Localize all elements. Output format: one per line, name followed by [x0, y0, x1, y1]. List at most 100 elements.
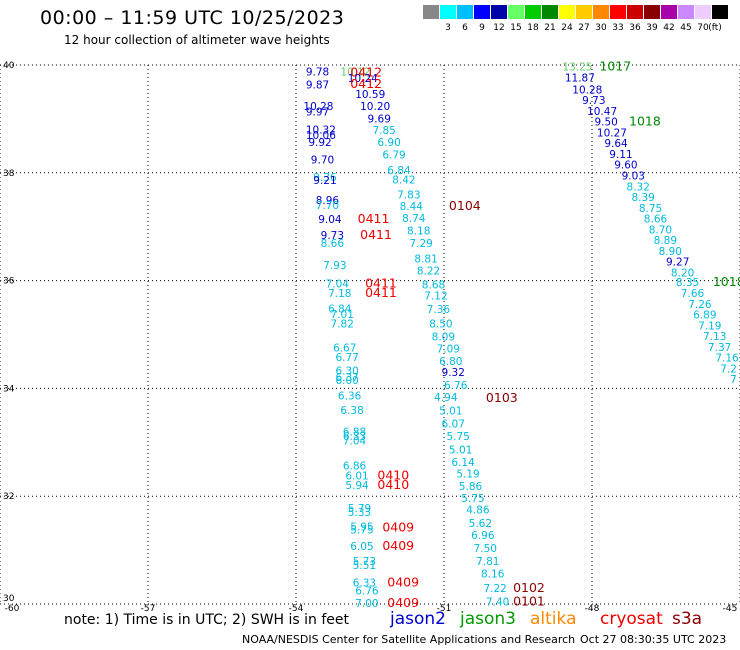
- wave-height-value: 10.27: [597, 127, 627, 139]
- wave-height-value: 9.50: [594, 117, 617, 129]
- legend-label: 36: [629, 23, 641, 33]
- legend-swatch: [491, 5, 507, 19]
- wave-height-value: 5.86: [459, 481, 483, 493]
- footer-timestamp: Oct 27 08:30:35 UTC 2023: [580, 633, 727, 646]
- legend-swatch: [474, 5, 490, 19]
- legend-label: 18: [527, 23, 539, 33]
- wave-height-value: 7.04: [326, 278, 350, 290]
- pass-id-label: 0411: [365, 285, 397, 300]
- wave-height-value: 7.83: [397, 189, 420, 201]
- wave-height-value: 6.00: [335, 375, 358, 387]
- wave-height-value: 10.28: [572, 84, 602, 96]
- pass-id-label: 1018: [713, 274, 740, 289]
- wave-height-value: 5.95: [350, 521, 373, 533]
- lon-tick-label: -51: [437, 604, 452, 614]
- units-note: note: 1) Time is in UTC; 2) SWH is in fe…: [64, 612, 350, 628]
- wave-height-value: 7.29: [409, 238, 432, 250]
- sat-legend-jason3: jason3: [460, 609, 516, 629]
- legend-swatch: [644, 5, 660, 19]
- page-subtitle: 12 hour collection of altimeter wave hei…: [64, 33, 330, 47]
- wave-height-value: 7.09: [437, 344, 460, 356]
- wave-height-value: 9.11: [609, 149, 632, 161]
- wave-height-value: 10.59: [355, 89, 385, 101]
- pass-id-label: 0411: [358, 211, 390, 226]
- legend-swatch: [593, 5, 609, 19]
- legend-swatch: [440, 5, 456, 19]
- lon-tick-label: -60: [5, 604, 20, 614]
- wave-height-value: 8.42: [392, 174, 415, 186]
- legend-swatch: [712, 5, 728, 19]
- legend-label: 33: [612, 23, 624, 33]
- pass-id-label: 0412: [350, 76, 382, 91]
- wave-height-value: 9.97: [306, 106, 329, 118]
- wave-height-value: 7.16: [715, 353, 739, 365]
- wave-height-value: 7.13: [703, 331, 726, 343]
- wave-height-value: 5.19: [456, 469, 479, 481]
- page-title: 00:00 – 11:59 UTC 10/25/2023: [40, 7, 345, 29]
- wave-height-value: 9.92: [308, 137, 331, 149]
- lat-tick-label: 40: [3, 61, 15, 71]
- wave-height-value: 6.96: [471, 530, 495, 542]
- pass-id-label: 0409: [382, 519, 414, 534]
- wave-height-value: 7.40: [486, 596, 509, 608]
- wave-height-value: 9.27: [666, 257, 689, 269]
- wave-height-value: 5.01: [449, 444, 472, 456]
- legend-label: 3: [445, 23, 451, 33]
- sat-legend-cryosat: cryosat: [600, 609, 663, 629]
- wave-height-value: 6.84: [387, 165, 411, 177]
- wave-height-value: 8.75: [639, 203, 662, 215]
- lat-lon-grid: [0, 64, 740, 605]
- legend-label: 6: [462, 23, 468, 33]
- wave-height-value: 6.76: [444, 380, 468, 392]
- wave-height-value: 7.12: [424, 291, 447, 303]
- legend-swatch: [542, 5, 558, 19]
- wave-height-value: 5.01: [439, 405, 462, 417]
- wave-height-value: 6.14: [451, 457, 475, 469]
- legend-label: 30: [595, 23, 607, 33]
- wave-height-value: 9.36: [313, 172, 337, 184]
- wave-height-value: 9.69: [368, 113, 391, 125]
- wave-height-value: 6.05: [350, 541, 373, 553]
- wave-height-value: 10.20: [360, 101, 390, 113]
- wave-height-value: 9.78: [306, 66, 329, 78]
- wave-height-value: 9.70: [311, 154, 334, 166]
- wave-height-value: 7.81: [476, 556, 499, 568]
- wave-height-value: 7.00: [355, 598, 378, 610]
- wave-height-value: 6.36: [338, 390, 362, 402]
- wave-height-value: 9.73: [582, 95, 605, 107]
- wave-height-value: 8.16: [481, 568, 505, 580]
- legend-swatch: [559, 5, 575, 19]
- wave-height-value: 13.25: [562, 62, 592, 74]
- pass-id-label: 0409: [387, 595, 419, 610]
- legend-label: 27: [578, 23, 590, 33]
- wave-height-value: 8.18: [407, 225, 430, 237]
- lat-tick-label: 38: [3, 169, 15, 179]
- legend-swatch: [627, 5, 643, 19]
- wave-height-value: 6.88: [343, 427, 366, 439]
- wave-height-value: 5.75: [350, 525, 373, 537]
- legend-swatch: [423, 5, 439, 19]
- wave-height-value: 5.51: [353, 560, 376, 572]
- pass-id-label: 0409: [382, 538, 414, 553]
- wave-height-value: 7.04: [343, 436, 367, 448]
- wave-height-value: 9.21: [313, 175, 336, 187]
- legend-swatch: [457, 5, 473, 19]
- lat-tick-label: 34: [3, 384, 15, 394]
- pass-id-label: 0104: [449, 198, 481, 213]
- wave-height-value: 6.33: [353, 577, 376, 589]
- wave-height-value: 8.39: [631, 192, 654, 204]
- pass-id-label: 0411: [360, 227, 392, 242]
- wave-height-value: 8.50: [429, 319, 452, 331]
- wave-height-value: 8.96: [316, 195, 340, 207]
- wave-height-value: 6.37: [335, 372, 358, 384]
- wave-height-value: 8.74: [402, 213, 426, 225]
- sat-legend-jason2: jason2: [390, 609, 446, 629]
- pass-id-label: 0103: [486, 390, 518, 405]
- wave-height-value: 7.93: [323, 260, 346, 272]
- wave-height-value: 9.73: [321, 230, 344, 242]
- wave-height-value: 11.87: [565, 72, 595, 84]
- wave-height-value: 6.80: [439, 356, 462, 368]
- legend-swatch: [678, 5, 694, 19]
- wave-height-value: 9.87: [306, 79, 329, 91]
